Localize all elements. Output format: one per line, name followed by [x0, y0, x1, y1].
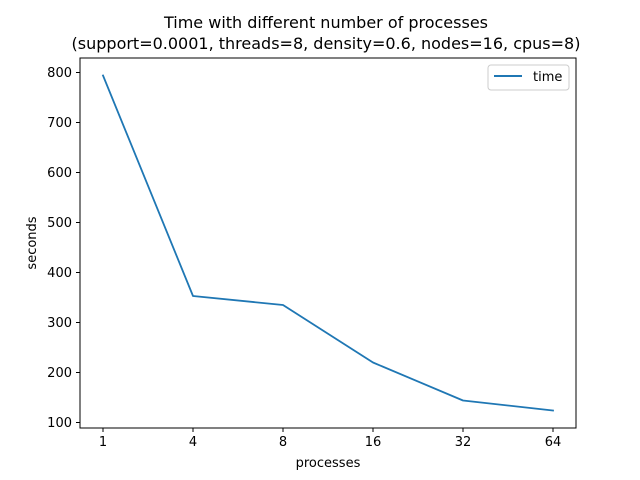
- x-tick-label: 16: [365, 435, 382, 450]
- chart-title: Time with different number of processes: [163, 13, 488, 32]
- legend-label-time: time: [533, 70, 562, 85]
- x-tick-label: 8: [279, 435, 287, 450]
- legend: time: [487, 64, 570, 91]
- y-tick-label: 300: [47, 316, 72, 331]
- y-axis-label: seconds: [25, 216, 40, 269]
- y-tick-label: 800: [47, 66, 72, 81]
- x-tick-label: 4: [189, 435, 197, 450]
- y-tick-label: 600: [47, 166, 72, 181]
- plot-area: 100 200 300 400 500 600 700 800 1 4 8 16 32 64: [47, 66, 561, 450]
- y-tick-label: 500: [47, 216, 72, 231]
- x-tick-label: 64: [545, 435, 562, 450]
- y-tick-label: 700: [47, 116, 72, 131]
- axes-frame: [79, 57, 577, 429]
- x-tick-label: 32: [455, 435, 472, 450]
- x-tick-label: 1: [99, 435, 107, 450]
- y-tick-label: 400: [47, 266, 72, 281]
- x-axis-label: processes: [296, 456, 361, 471]
- legend-box: [487, 64, 570, 91]
- y-tick-label: 100: [47, 416, 72, 431]
- y-tick-label: 200: [47, 366, 72, 381]
- series-line-time: [101, 74, 554, 412]
- chart-subtitle: (support=0.0001, threads=8, density=0.6,…: [72, 34, 581, 53]
